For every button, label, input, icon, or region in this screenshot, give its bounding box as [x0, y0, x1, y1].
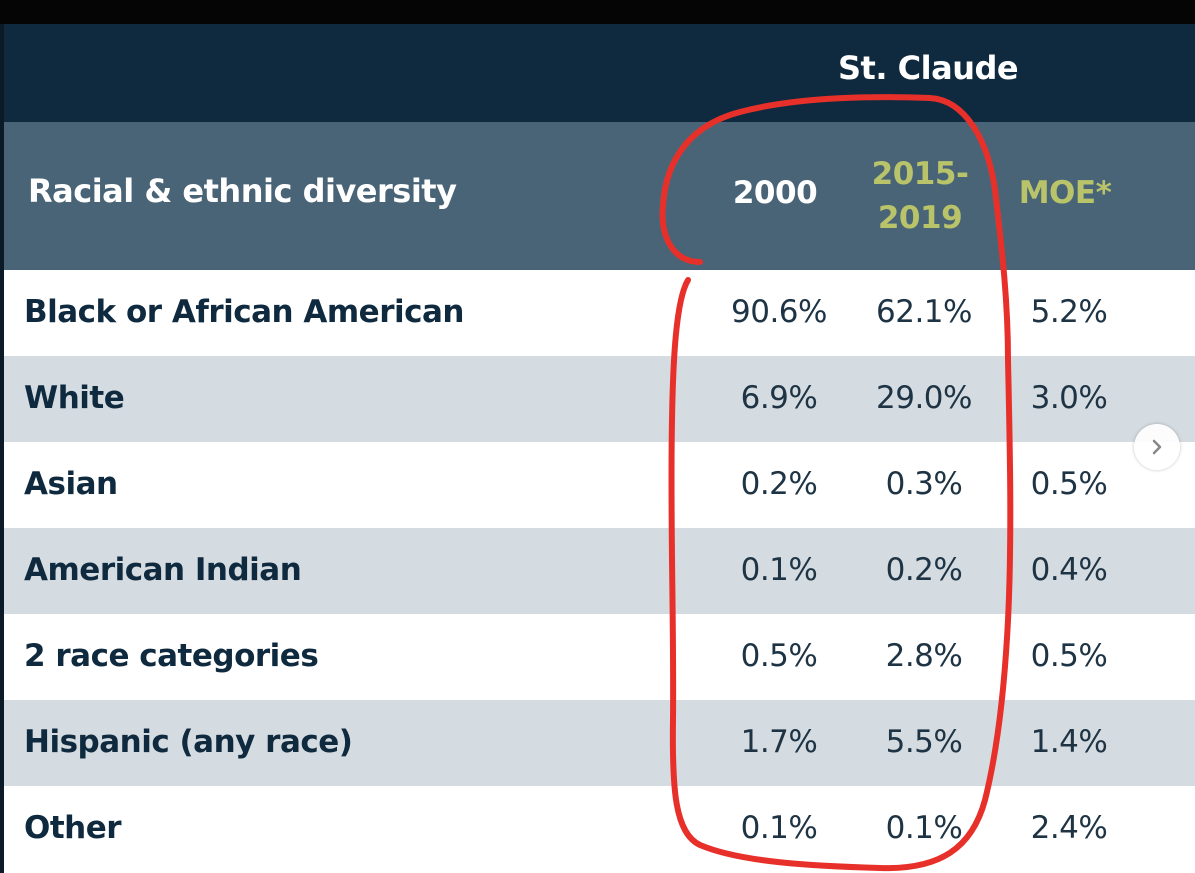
table-row: White 6.9% 29.0% 3.0%: [4, 356, 1195, 442]
value-2000: 0.1%: [740, 810, 818, 846]
value-moe: 0.5%: [1030, 466, 1108, 502]
value-2000: 0.1%: [740, 552, 818, 588]
value-2000: 6.9%: [740, 380, 818, 416]
section-title: Racial & ethnic diversity: [28, 172, 457, 210]
value-moe: 1.4%: [1030, 724, 1108, 760]
value-2015-2019: 62.1%: [876, 294, 972, 330]
column-header-2015-2019-line1: 2015-: [871, 156, 969, 192]
value-2015-2019: 0.2%: [885, 552, 963, 588]
value-2015-2019: 0.3%: [885, 466, 963, 502]
value-2015-2019: 0.1%: [885, 810, 963, 846]
chevron-right-icon: [1152, 439, 1162, 455]
value-moe: 3.0%: [1030, 380, 1108, 416]
row-label: Asian: [24, 466, 118, 502]
value-moe: 2.4%: [1030, 810, 1108, 846]
value-moe: 0.5%: [1030, 638, 1108, 674]
table-row: 2 race categories 0.5% 2.8% 0.5%: [4, 614, 1195, 700]
row-label: Black or African American: [24, 294, 464, 330]
column-header-2000: 2000: [732, 175, 818, 211]
row-label: American Indian: [24, 552, 302, 588]
row-label: Other: [24, 810, 122, 846]
value-2000: 0.5%: [740, 638, 818, 674]
row-label: White: [24, 380, 125, 416]
table-row: Black or African American 90.6% 62.1% 5.…: [4, 270, 1195, 356]
value-2000: 90.6%: [731, 294, 827, 330]
value-moe: 0.4%: [1030, 552, 1108, 588]
table-row: American Indian 0.1% 0.2% 0.4%: [4, 528, 1195, 614]
column-header-moe: MOE*: [1018, 175, 1112, 211]
table-row: Other 0.1% 0.1% 2.4%: [4, 786, 1195, 873]
top-black-strip: [0, 0, 1195, 24]
row-label: Hispanic (any race): [24, 724, 353, 760]
place-title: St. Claude: [838, 49, 1019, 87]
table-row: Hispanic (any race) 1.7% 5.5% 1.4%: [4, 700, 1195, 786]
value-2000: 1.7%: [740, 724, 818, 760]
value-2000: 0.2%: [740, 466, 818, 502]
column-header-2015-2019-line2: 2019: [877, 200, 963, 236]
row-label: 2 race categories: [24, 638, 319, 674]
table-row: Asian 0.2% 0.3% 0.5%: [4, 442, 1195, 528]
value-2015-2019: 2.8%: [885, 638, 963, 674]
value-moe: 5.2%: [1030, 294, 1108, 330]
next-slide-button[interactable]: [1134, 424, 1180, 470]
left-edge: [0, 24, 4, 873]
value-2015-2019: 5.5%: [885, 724, 963, 760]
value-2015-2019: 29.0%: [876, 380, 972, 416]
column-header-2015-2019: 2015- 2019: [855, 152, 985, 240]
